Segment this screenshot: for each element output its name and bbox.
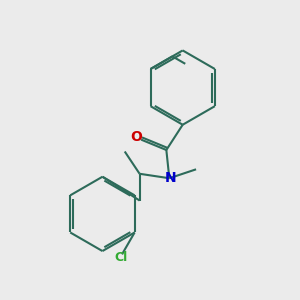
Text: N: N [165,171,177,185]
Text: O: O [130,130,142,144]
Text: Cl: Cl [114,251,127,264]
